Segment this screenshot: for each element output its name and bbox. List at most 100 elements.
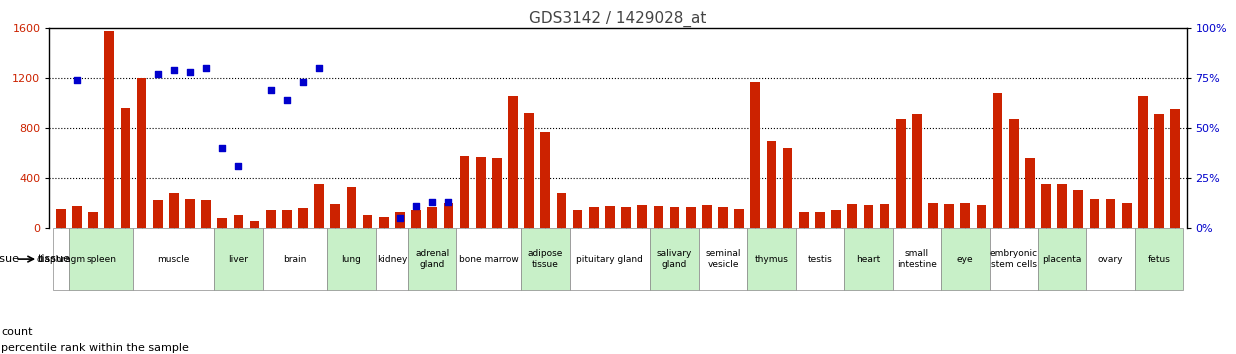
Point <box>277 97 297 103</box>
Bar <box>848 204 857 228</box>
FancyBboxPatch shape <box>748 228 796 290</box>
Bar <box>670 207 680 228</box>
Title: GDS3142 / 1429028_at: GDS3142 / 1429028_at <box>529 11 707 27</box>
Text: small
intestine: small intestine <box>897 250 937 269</box>
Bar <box>622 207 630 228</box>
Bar <box>1090 199 1099 228</box>
Text: brain: brain <box>283 255 307 264</box>
FancyBboxPatch shape <box>376 228 408 290</box>
Bar <box>1138 96 1148 228</box>
FancyBboxPatch shape <box>522 228 570 290</box>
Bar <box>298 208 308 228</box>
Bar <box>1074 190 1083 228</box>
Bar <box>1122 203 1132 228</box>
Bar <box>137 78 146 228</box>
FancyBboxPatch shape <box>1038 228 1086 290</box>
Point <box>439 199 459 205</box>
Text: liver: liver <box>229 255 248 264</box>
Point <box>293 79 313 85</box>
Text: ovary: ovary <box>1098 255 1124 264</box>
Bar <box>444 203 454 228</box>
Text: spleen: spleen <box>87 255 116 264</box>
Bar <box>524 113 534 228</box>
Bar <box>540 132 550 228</box>
Text: embryonic
stem cells: embryonic stem cells <box>990 250 1038 269</box>
FancyBboxPatch shape <box>570 228 650 290</box>
Bar <box>508 96 518 228</box>
Bar <box>476 157 486 228</box>
Legend: count, percentile rank within the sample: count, percentile rank within the sample <box>0 327 189 353</box>
FancyBboxPatch shape <box>941 228 990 290</box>
FancyBboxPatch shape <box>214 228 262 290</box>
Text: placenta: placenta <box>1042 255 1082 264</box>
Text: pituitary gland: pituitary gland <box>576 255 644 264</box>
FancyBboxPatch shape <box>262 228 328 290</box>
Text: adipose
tissue: adipose tissue <box>528 250 564 269</box>
Text: tissue: tissue <box>0 254 20 264</box>
Bar <box>1106 199 1115 228</box>
Bar <box>1154 114 1164 228</box>
Bar <box>880 204 890 228</box>
Text: heart: heart <box>857 255 880 264</box>
Bar <box>556 193 566 228</box>
FancyBboxPatch shape <box>698 228 748 290</box>
Text: fetus: fetus <box>1148 255 1170 264</box>
Bar <box>72 206 82 228</box>
Bar <box>928 203 938 228</box>
Bar <box>831 210 840 228</box>
Point <box>229 163 248 169</box>
FancyBboxPatch shape <box>990 228 1038 290</box>
Point <box>261 87 281 93</box>
Point <box>164 67 184 73</box>
Bar <box>396 212 404 228</box>
Bar <box>766 141 776 228</box>
Bar <box>314 184 324 228</box>
FancyBboxPatch shape <box>650 228 698 290</box>
Bar <box>234 216 243 228</box>
Bar <box>1041 184 1051 228</box>
Bar <box>412 210 421 228</box>
Bar <box>330 204 340 228</box>
Bar <box>266 210 276 228</box>
Bar <box>702 205 712 228</box>
Point <box>391 215 410 221</box>
Bar <box>1170 109 1180 228</box>
Bar <box>379 217 388 228</box>
Point <box>197 65 216 71</box>
Bar <box>896 119 906 228</box>
Bar <box>960 203 970 228</box>
Point <box>423 199 442 205</box>
Bar <box>185 199 195 228</box>
Bar <box>121 108 130 228</box>
FancyBboxPatch shape <box>69 228 133 290</box>
Bar <box>944 204 954 228</box>
FancyBboxPatch shape <box>328 228 376 290</box>
FancyBboxPatch shape <box>844 228 892 290</box>
Bar <box>169 193 179 228</box>
Point <box>407 203 426 209</box>
Text: kidney: kidney <box>377 255 407 264</box>
FancyBboxPatch shape <box>133 228 214 290</box>
Bar <box>218 218 227 228</box>
Bar <box>201 200 211 228</box>
Bar <box>104 31 114 228</box>
Bar <box>976 205 986 228</box>
Bar <box>815 212 824 228</box>
Text: adrenal
gland: adrenal gland <box>415 250 450 269</box>
Bar <box>750 82 760 228</box>
Bar <box>912 114 922 228</box>
Bar <box>864 205 873 228</box>
FancyBboxPatch shape <box>408 228 456 290</box>
FancyBboxPatch shape <box>892 228 941 290</box>
Bar <box>782 148 792 228</box>
FancyBboxPatch shape <box>53 228 69 290</box>
Bar <box>588 207 598 228</box>
Bar <box>798 212 808 228</box>
Text: diaphragm: diaphragm <box>36 255 85 264</box>
Bar <box>638 205 648 228</box>
Point <box>180 69 200 75</box>
Bar <box>428 207 438 228</box>
FancyBboxPatch shape <box>796 228 844 290</box>
FancyBboxPatch shape <box>1135 228 1183 290</box>
Bar <box>492 158 502 228</box>
